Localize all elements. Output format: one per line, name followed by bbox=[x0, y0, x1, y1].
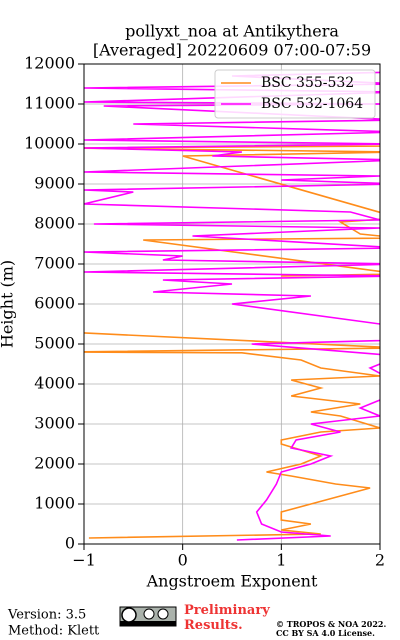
plot-area: 0 1000 2000 3000 4000 5000 6000 7000 8000 9000 100… bbox=[24, 54, 385, 570]
legend-label: BSC 355-532 bbox=[261, 75, 354, 91]
y-tick-label: 3000 bbox=[34, 414, 75, 433]
legend-box bbox=[214, 69, 376, 119]
version: Version: 3.5 bbox=[7, 608, 86, 623]
y-tick-label: 10000 bbox=[24, 134, 75, 153]
y-tick-label: 6000 bbox=[34, 294, 75, 313]
data-line bbox=[84, 71, 380, 541]
cc-badge bbox=[119, 606, 177, 627]
y-tick-label: 1000 bbox=[34, 494, 75, 513]
plot-frame bbox=[83, 63, 381, 545]
y-tick-label: 9000 bbox=[34, 174, 75, 193]
y-tick-label: 11000 bbox=[24, 94, 75, 113]
x-tick-label: 0 bbox=[178, 551, 188, 570]
copyright: © TROPOS & NOA 2022. bbox=[276, 619, 386, 629]
y-tick-label: 4000 bbox=[34, 374, 75, 393]
y-tick-label: 7000 bbox=[34, 254, 75, 273]
legend-label: BSC 532-1064 bbox=[261, 96, 363, 112]
license: CC BY SA 4.0 License. bbox=[276, 628, 375, 638]
x-tick-label: 2 bbox=[375, 551, 385, 570]
y-tick-label: 5000 bbox=[34, 334, 75, 353]
x-tick-label: 1 bbox=[276, 551, 286, 570]
chart-subtitle: [Averaged] 20220609 07:00-07:59 bbox=[93, 41, 371, 60]
preliminary-notice: Preliminary Results. bbox=[184, 603, 270, 633]
y-tick-label: 8000 bbox=[34, 214, 75, 233]
x-tick-label: −1 bbox=[72, 551, 96, 570]
y-tick-label: 2000 bbox=[34, 454, 75, 473]
x-axis-label: Angstroem Exponent bbox=[146, 572, 318, 591]
y-axis-label: Height (m) bbox=[0, 260, 17, 348]
chart-title: pollyxt_noa at Antikythera bbox=[125, 22, 339, 41]
y-tick-label: 12000 bbox=[24, 54, 75, 73]
y-tick-label: 0 bbox=[65, 534, 75, 553]
method: Method: Klett bbox=[8, 624, 100, 639]
data-line bbox=[84, 145, 380, 539]
